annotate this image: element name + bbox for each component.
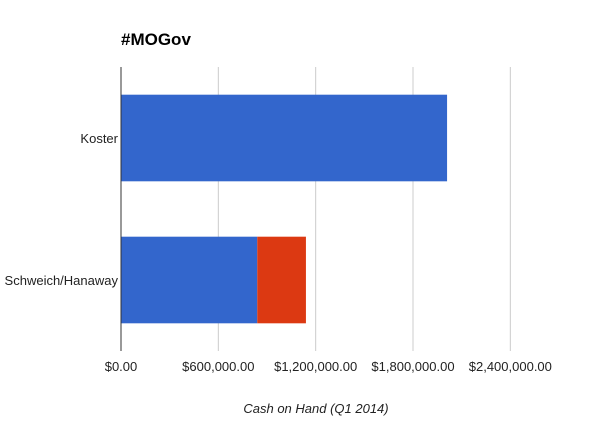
bars: [121, 94, 448, 324]
x-tick-label: $0.00: [105, 359, 138, 374]
category-label: Schweich/Hanaway: [5, 273, 119, 288]
x-tick-label: $1,200,000.00: [274, 359, 357, 374]
x-tick-label: $600,000.00: [182, 359, 254, 374]
bar-koster-series-1: [121, 94, 448, 182]
x-axis-title: Cash on Hand (Q1 2014): [243, 401, 388, 416]
bar-schweich-hanaway-series-1: [121, 236, 258, 324]
category-labels: Koster Schweich/Hanaway: [5, 131, 119, 288]
bar-schweich-hanaway-series-2: [257, 236, 306, 324]
chart-title: #MOGov: [121, 30, 191, 49]
x-tick-label: $2,400,000.00: [469, 359, 552, 374]
x-tick-label: $1,800,000.00: [371, 359, 454, 374]
category-label: Koster: [80, 131, 118, 146]
x-tick-labels: $0.00 $600,000.00 $1,200,000.00 $1,800,000.…: [105, 359, 552, 374]
